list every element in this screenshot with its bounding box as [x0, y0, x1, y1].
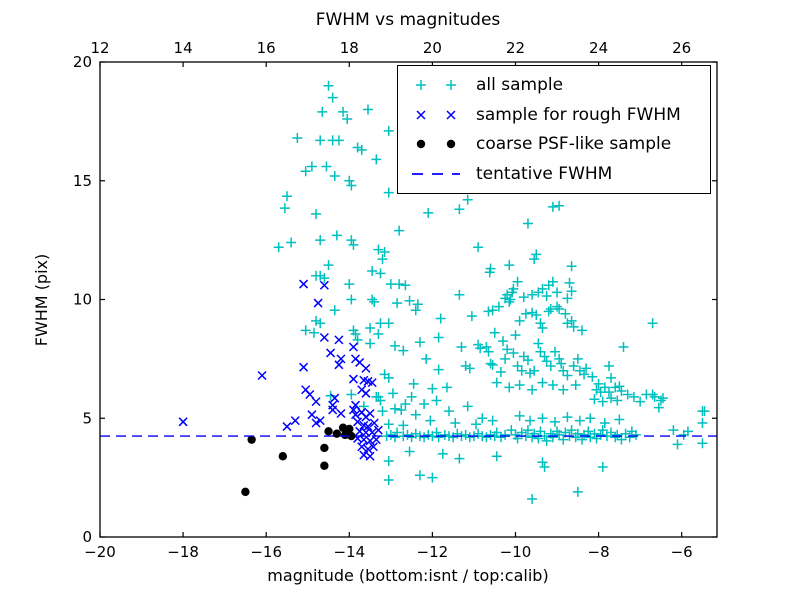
top-tick-label: 12: [90, 39, 109, 57]
legend-label: tentative FWHM: [476, 164, 613, 185]
x-tick-label: −12: [417, 543, 449, 561]
top-tick-label: 24: [589, 39, 608, 57]
legend-label: all sample: [476, 74, 564, 95]
chart-title: FWHM vs magnitudes: [316, 10, 501, 30]
x-tick-label: −20: [84, 543, 116, 561]
x-marker-icon: [416, 110, 456, 120]
legend-label: sample for rough FWHM: [476, 104, 681, 125]
x-tick-label: −10: [500, 543, 532, 561]
y-tick-label: 15: [73, 172, 92, 190]
axes-frame: [99, 61, 718, 538]
top-tick-label: 14: [174, 39, 193, 57]
series-coarse-psf-like-sample: [241, 423, 356, 497]
series-sample-for-rough-fwhm: [178, 279, 383, 461]
series-all-sample: [273, 80, 710, 504]
scatter-series: [100, 80, 717, 504]
legend: all sample sample for rough FWHM coarse …: [397, 65, 711, 194]
top-tick-label: 16: [257, 39, 276, 57]
legend-label: coarse PSF-like sample: [476, 134, 672, 155]
x-tick-label: −6: [671, 543, 693, 561]
x-tick-label: −8: [588, 543, 610, 561]
top-tick-label: 20: [423, 39, 442, 57]
y-axis-label: FWHM (pix): [32, 254, 51, 347]
x-tick-label: −16: [250, 543, 282, 561]
x-tick-label: −14: [333, 543, 365, 561]
axis-ticks: −20 −18 −16 −14 −12 −10 −8 −6 12 14 16 18 20 22 24 26 0 5…: [73, 39, 717, 561]
y-tick-label: 5: [82, 409, 92, 427]
x-axis-label: magnitude (bottom:isnt / top:calib): [267, 566, 548, 585]
legend-item-psf-sample: coarse PSF-like sample: [408, 130, 702, 158]
legend-item-rough-fwhm: sample for rough FWHM: [408, 101, 702, 129]
top-tick-label: 18: [340, 39, 359, 57]
legend-item-tentative-fwhm: tentative FWHM: [408, 160, 702, 188]
plus-marker-icon: [416, 79, 456, 90]
top-tick-label: 22: [506, 39, 525, 57]
top-tick-label: 26: [672, 39, 691, 57]
dot-marker-icon: [416, 140, 456, 149]
y-tick-label: 0: [82, 528, 92, 546]
legend-item-all-sample: all sample: [408, 71, 702, 99]
y-tick-label: 20: [73, 53, 92, 71]
dashed-line-icon: [412, 173, 460, 176]
x-tick-label: −18: [167, 543, 199, 561]
y-tick-label: 10: [73, 291, 92, 309]
